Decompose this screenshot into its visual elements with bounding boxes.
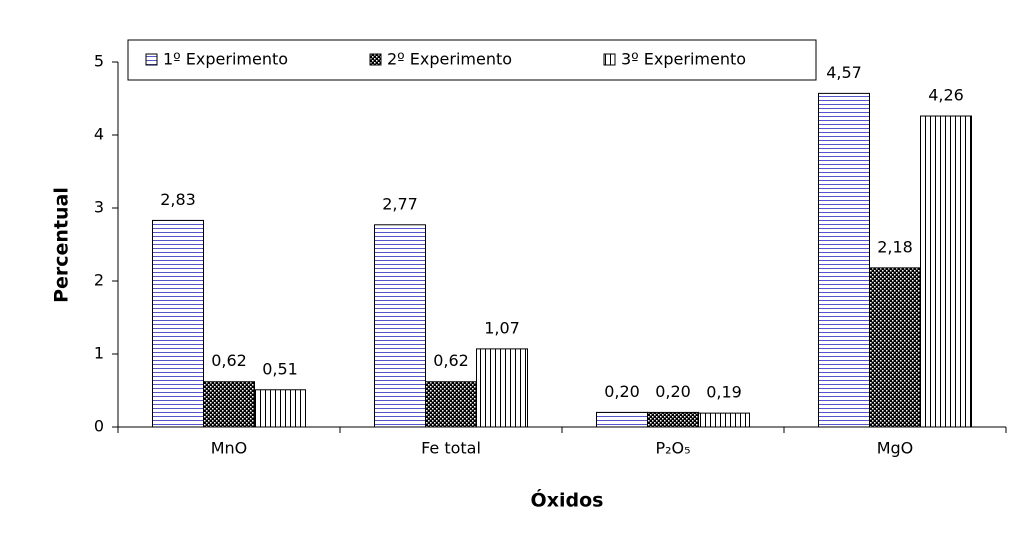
value-label: 0,62 bbox=[211, 351, 247, 370]
bar bbox=[647, 411, 699, 428]
bar bbox=[869, 267, 921, 428]
value-label: 2,83 bbox=[160, 190, 196, 209]
value-label: 0,19 bbox=[706, 383, 742, 402]
x-tick-label: MnO bbox=[211, 439, 248, 458]
bar bbox=[920, 115, 972, 428]
value-label: 4,57 bbox=[826, 63, 862, 82]
legend-label: 3º Experimento bbox=[621, 50, 746, 69]
bar bbox=[254, 389, 306, 428]
bar bbox=[425, 381, 477, 428]
value-label: 2,18 bbox=[877, 237, 913, 256]
y-tick-label: 2 bbox=[94, 271, 104, 290]
value-label: 0,62 bbox=[433, 351, 469, 370]
value-label: 0,51 bbox=[262, 359, 298, 378]
bar bbox=[203, 381, 255, 428]
legend-swatch bbox=[145, 53, 158, 66]
bar bbox=[152, 219, 204, 428]
y-tick-label: 1 bbox=[94, 344, 104, 363]
legend-label: 2º Experimento bbox=[387, 50, 512, 69]
value-label: 0,20 bbox=[604, 382, 640, 401]
y-tick-label: 5 bbox=[94, 52, 104, 71]
legend-label: 1º Experimento bbox=[163, 50, 288, 69]
value-label: 4,26 bbox=[928, 86, 964, 105]
legend-swatch bbox=[369, 53, 382, 66]
x-tick-label: MgO bbox=[877, 439, 914, 458]
bar bbox=[476, 348, 528, 428]
y-tick-label: 0 bbox=[94, 417, 104, 436]
y-tick-label: 3 bbox=[94, 198, 104, 217]
legend-swatch bbox=[603, 53, 616, 66]
bar bbox=[818, 92, 870, 428]
bar bbox=[596, 411, 648, 428]
x-axis-title: Óxidos bbox=[531, 488, 604, 512]
y-tick-label: 4 bbox=[94, 125, 104, 144]
value-label: 2,77 bbox=[382, 194, 418, 213]
x-tick-label: Fe total bbox=[421, 439, 481, 458]
value-label: 1,07 bbox=[484, 318, 520, 337]
legend-box bbox=[127, 39, 817, 81]
bar bbox=[374, 224, 426, 428]
value-label: 0,20 bbox=[655, 382, 691, 401]
x-tick-label: P₂O₅ bbox=[655, 439, 690, 458]
bar bbox=[698, 412, 750, 428]
y-axis-title: Percentual bbox=[51, 187, 73, 303]
